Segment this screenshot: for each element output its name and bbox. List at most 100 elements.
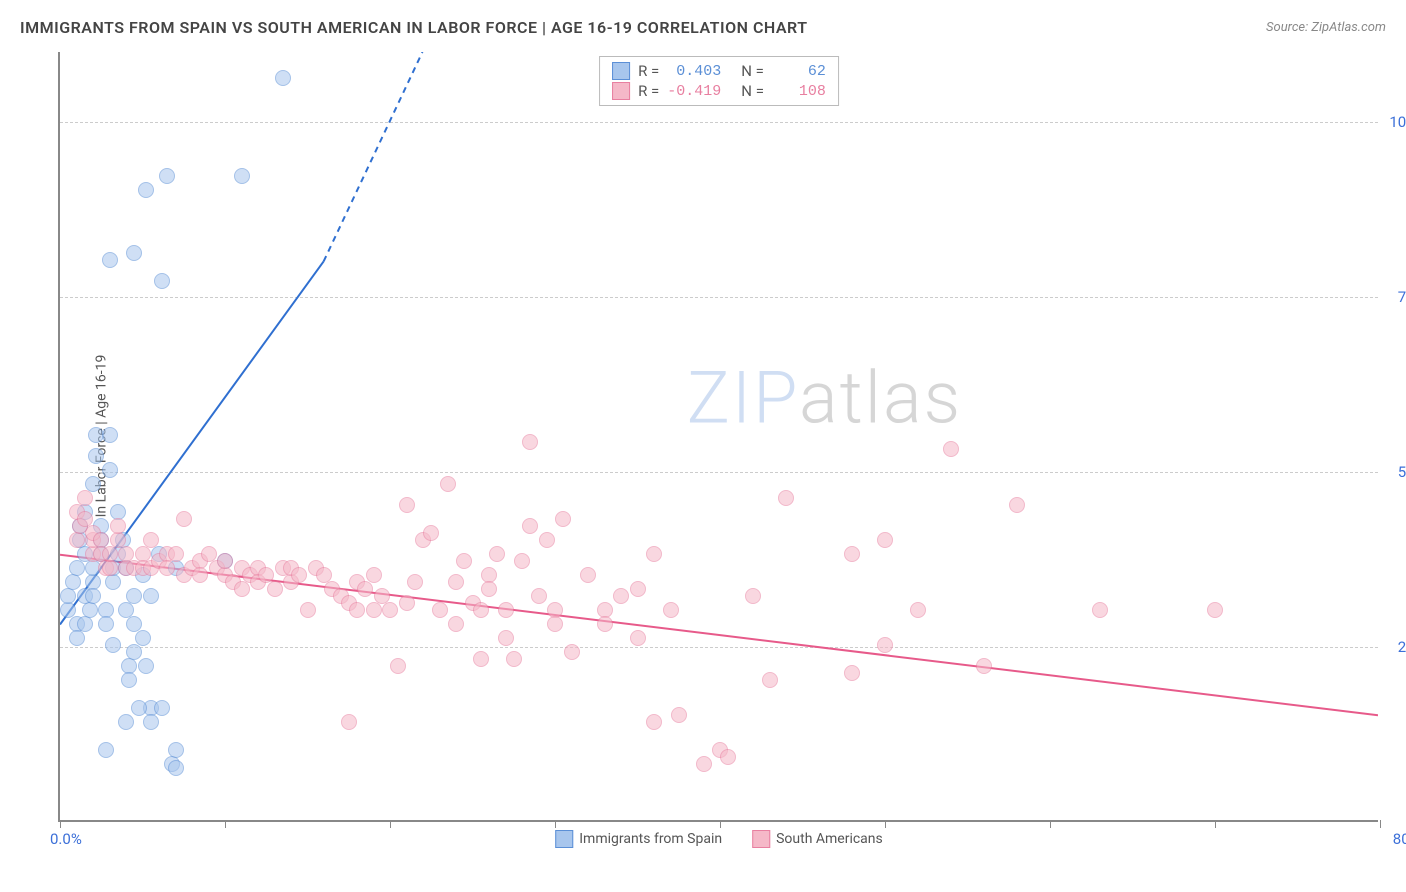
x-axis-max-label: 80.0% [1393,830,1406,848]
stat-n-value: 108 [772,83,826,100]
data-point-spain [143,588,159,604]
x-tick [1050,820,1051,828]
data-point-south_american [539,532,555,548]
data-point-south_american [663,602,679,618]
data-point-spain [168,760,184,776]
data-point-south_american [432,602,448,618]
data-point-spain [69,630,85,646]
data-point-spain [102,462,118,478]
data-point-spain [105,637,121,653]
data-point-spain [98,616,114,632]
y-tick-label: 75.0% [1383,288,1406,306]
data-point-south_american [720,749,736,765]
source-attribution: Source: ZipAtlas.com [1266,20,1386,35]
data-point-spain [168,742,184,758]
stat-r-value: 0.403 [667,63,721,80]
data-point-south_american [514,553,530,569]
data-point-south_american [564,644,580,660]
data-point-south_american [1092,602,1108,618]
x-tick [390,820,391,828]
swatch-spain [612,62,630,80]
data-point-south_american [630,581,646,597]
data-point-south_american [159,560,175,576]
data-point-spain [60,588,76,604]
data-point-spain [154,273,170,289]
y-tick-label: 25.0% [1383,638,1406,656]
data-point-south_american [630,630,646,646]
gridline [60,472,1378,473]
data-point-spain [126,588,142,604]
data-point-south_american [234,581,250,597]
data-point-spain [234,168,250,184]
data-point-south_american [349,602,365,618]
y-tick-label: 100.0% [1383,113,1406,131]
x-tick [1215,820,1216,828]
x-tick [720,820,721,828]
swatch-south_american [612,82,630,100]
data-point-south_american [102,546,118,562]
data-point-spain [102,252,118,268]
data-point-south_american [481,581,497,597]
data-point-south_american [671,707,687,723]
data-point-spain [82,602,98,618]
legend-label: South Americans [776,831,883,847]
scatter-plot: In Labor Force | Age 16-19 25.0%50.0%75.… [58,52,1378,822]
data-point-spain [69,560,85,576]
data-point-south_american [423,525,439,541]
data-point-south_american [597,616,613,632]
data-point-spain [65,574,81,590]
stats-row-south_american: R =-0.419N =108 [612,81,826,101]
legend-item-spain: Immigrants from Spain [555,830,722,848]
data-point-south_american [531,588,547,604]
data-point-south_american [291,567,307,583]
data-point-south_american [696,756,712,772]
data-point-south_american [473,651,489,667]
data-point-south_american [366,567,382,583]
x-tick [60,820,61,828]
data-point-spain [143,714,159,730]
data-point-spain [138,658,154,674]
data-point-spain [118,714,134,730]
series-legend: Immigrants from Spain South Americans [555,830,883,848]
data-point-south_american [646,714,662,730]
data-point-south_american [77,490,93,506]
x-tick [885,820,886,828]
legend-swatch-south_american [752,830,770,848]
data-point-south_american [399,497,415,513]
data-point-south_american [382,602,398,618]
data-point-south_american [522,434,538,450]
watermark: ZIPatlas [687,355,962,440]
data-point-south_american [1207,602,1223,618]
data-point-spain [102,427,118,443]
data-point-south_american [192,567,208,583]
data-point-south_american [613,588,629,604]
x-tick [555,820,556,828]
stat-r-label: R = [638,62,659,80]
data-point-south_american [300,602,316,618]
data-point-south_american [390,658,406,674]
data-point-south_american [341,714,357,730]
data-point-south_american [762,672,778,688]
data-point-spain [77,616,93,632]
data-point-south_american [877,637,893,653]
data-point-south_american [267,581,283,597]
data-point-south_american [489,546,505,562]
watermark-part1: ZIP [687,355,799,440]
x-axis-min-label: 0.0% [50,830,82,848]
data-point-south_american [547,616,563,632]
data-point-south_american [366,602,382,618]
data-point-south_american [217,553,233,569]
data-point-spain [121,672,137,688]
data-point-south_american [440,476,456,492]
data-point-south_american [877,532,893,548]
data-point-spain [159,168,175,184]
data-point-spain [126,644,142,660]
stat-r-value: -0.419 [667,83,721,100]
data-point-south_american [102,560,118,576]
data-point-south_american [580,567,596,583]
data-point-south_american [976,658,992,674]
data-point-south_american [745,588,761,604]
correlation-stats-box: R =0.403N =62R =-0.419N =108 [599,56,839,106]
data-point-south_american [844,665,860,681]
gridline [60,122,1378,123]
